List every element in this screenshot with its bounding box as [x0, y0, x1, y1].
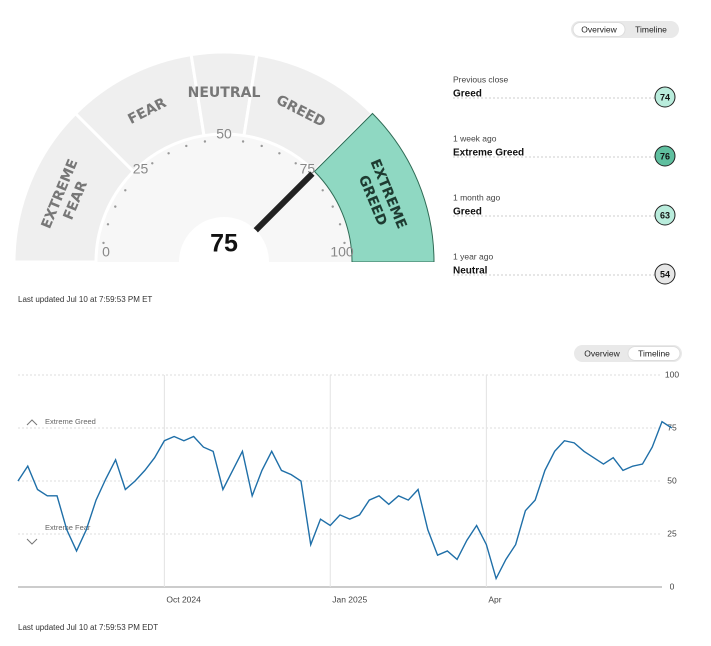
gauge-dot [185, 144, 188, 148]
gauge-dot [241, 140, 245, 143]
history-rating: Greed [453, 89, 482, 100]
history-label: 1 week ago [453, 133, 497, 143]
toggle-selected [627, 346, 681, 361]
annotation: Extreme Greed [45, 417, 96, 426]
history-value: 54 [660, 269, 670, 279]
center-disc [179, 217, 269, 270]
annotation-chevron [26, 419, 38, 426]
history-value: 76 [660, 151, 670, 161]
toggle-button[interactable]: Timeline [635, 24, 667, 34]
toggle-button[interactable]: Timeline [638, 348, 670, 358]
gauge-dot [151, 162, 154, 165]
toggle-button[interactable]: Overview [581, 24, 617, 34]
gauge-tick-label: 75 [300, 160, 316, 176]
gauge-inner [96, 134, 352, 262]
gauge-dot [124, 189, 127, 192]
toggle-selected [572, 22, 626, 37]
gauge-value: 75 [210, 230, 238, 258]
gauge-dot [331, 205, 334, 208]
gauge-tick-label: 0 [102, 244, 110, 260]
annotation: Extreme Fear [45, 523, 91, 532]
gauge-dot [294, 162, 297, 165]
annotation-chevron [26, 538, 38, 545]
gauge-dot [278, 152, 281, 155]
center [179, 217, 269, 270]
y-tick-label: 50 [667, 475, 677, 485]
history-rating: Greed [453, 207, 482, 218]
y-tick-label: 100 [665, 369, 679, 379]
history-label: Previous close [453, 74, 509, 84]
gauge-segment [313, 112, 435, 262]
y-tick-label: 25 [667, 528, 677, 538]
history-badge [654, 204, 676, 226]
updated-top: Last updated Jul 10 at 7:59:53 PM ET [18, 295, 152, 304]
gauge-tick-label: 100 [330, 244, 354, 260]
gauge-dot [338, 223, 342, 226]
gauge-dot [167, 152, 170, 155]
history-rating: Extreme Greed [453, 148, 524, 159]
history-label: 1 month ago [453, 192, 501, 202]
y-tick-label: 75 [667, 422, 677, 432]
history-badge [654, 145, 676, 167]
gauge-dot [321, 189, 324, 192]
gauge-dot [102, 241, 105, 245]
history-badge [654, 86, 676, 108]
toggle-button[interactable]: Overview [584, 348, 620, 358]
history-rating: Neutral [453, 266, 488, 277]
history-label: 1 year ago [453, 251, 493, 261]
gauge-dot [114, 205, 117, 208]
updated-bottom: Last updated Jul 10 at 7:59:53 PM EDT [18, 623, 158, 632]
x-tick-label: Jan 2025 [332, 594, 367, 604]
gauge-dot [106, 223, 110, 226]
history-value: 74 [660, 92, 670, 102]
segment-label: NEUTRAL [188, 85, 261, 101]
gauge-dot [203, 140, 207, 143]
gauge-tick-label: 25 [133, 160, 149, 176]
needle [250, 171, 315, 236]
gauge-dot [343, 241, 346, 245]
line-series [17, 420, 673, 581]
history-value: 63 [660, 210, 670, 220]
gauge-tick-label: 50 [216, 126, 232, 142]
y-tick-label: 0 [670, 581, 675, 591]
history-badge [654, 263, 676, 285]
x-tick-label: Apr [488, 594, 501, 604]
gauge [12, 50, 435, 262]
gauge-dot [260, 144, 263, 148]
x-tick-label: Oct 2024 [166, 594, 201, 604]
